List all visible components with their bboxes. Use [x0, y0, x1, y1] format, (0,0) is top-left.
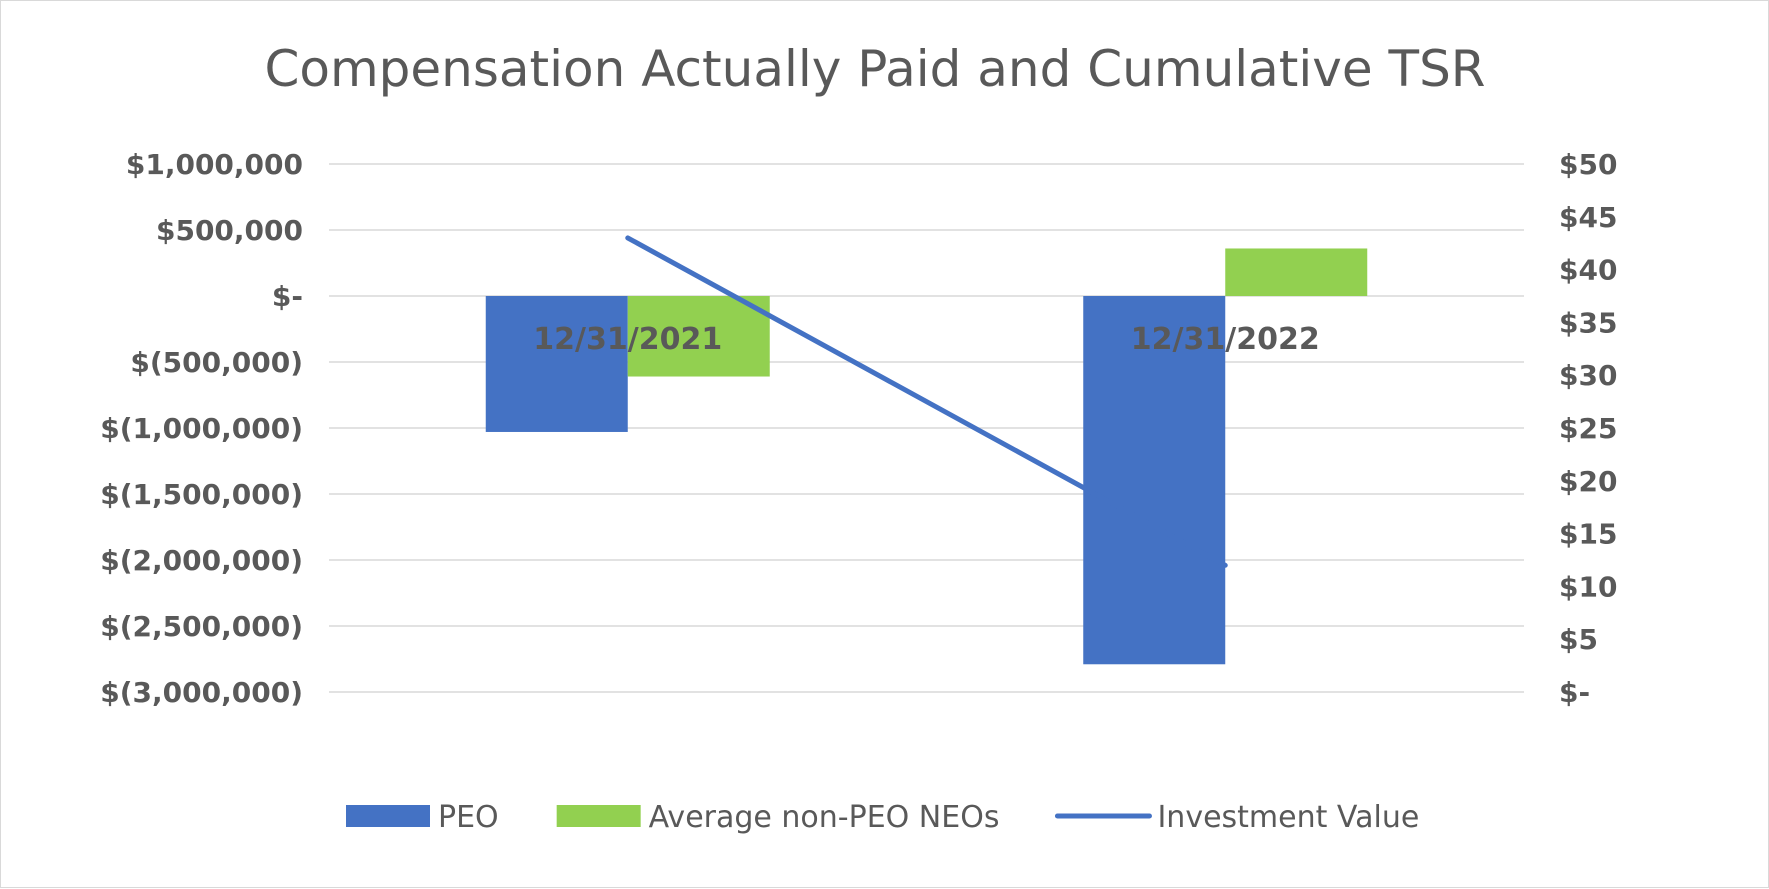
bar-peo-0 — [486, 296, 628, 432]
right-tick-label: $35 — [1559, 306, 1617, 339]
left-tick-label: $(3,000,000) — [100, 676, 303, 709]
right-tick-label: $50 — [1559, 148, 1617, 181]
left-tick-label: $- — [272, 280, 303, 313]
left-tick-label: $(1,000,000) — [100, 412, 303, 445]
legend-label: PEO — [438, 800, 499, 835]
right-tick-label: $30 — [1559, 359, 1617, 392]
right-tick-label: $25 — [1559, 412, 1617, 445]
category-label: 12/31/2021 — [533, 322, 722, 357]
right-tick-label: $45 — [1559, 201, 1617, 234]
category-labels: 12/31/2021 12/31/2022 — [533, 322, 1319, 357]
right-axis-ticks: $50 $45 $40 $35 $30 $25 $20 $15 $10 $5 $- — [1559, 148, 1617, 709]
chart-title: Compensation Actually Paid and Cumulativ… — [264, 40, 1485, 98]
category-label: 12/31/2022 — [1131, 322, 1320, 357]
right-tick-label: $10 — [1559, 570, 1617, 603]
left-tick-label: $(2,500,000) — [100, 610, 303, 643]
legend-label: Investment Value — [1157, 800, 1419, 835]
right-tick-label: $20 — [1559, 465, 1617, 498]
left-axis-ticks: $1,000,000 $500,000 $- $(500,000) $(1,000,00… — [100, 148, 303, 709]
legend: PEO Average non-PEO NEOs Investment Value — [346, 800, 1419, 835]
left-tick-label: $1,000,000 — [126, 148, 303, 181]
left-tick-label: $(1,500,000) — [100, 478, 303, 511]
left-tick-label: $(500,000) — [130, 346, 303, 379]
right-tick-label: $- — [1559, 676, 1590, 709]
right-tick-label: $5 — [1559, 623, 1598, 656]
right-tick-label: $40 — [1559, 254, 1617, 287]
right-tick-label: $15 — [1559, 518, 1617, 551]
left-tick-label: $500,000 — [156, 214, 303, 247]
bars — [486, 248, 1368, 664]
bar-average-non-peo-neos-1 — [1225, 248, 1367, 296]
left-tick-label: $(2,000,000) — [100, 544, 303, 577]
legend-label: Average non-PEO NEOs — [649, 800, 1000, 835]
legend-swatch — [557, 805, 641, 827]
legend-swatch — [346, 805, 430, 827]
